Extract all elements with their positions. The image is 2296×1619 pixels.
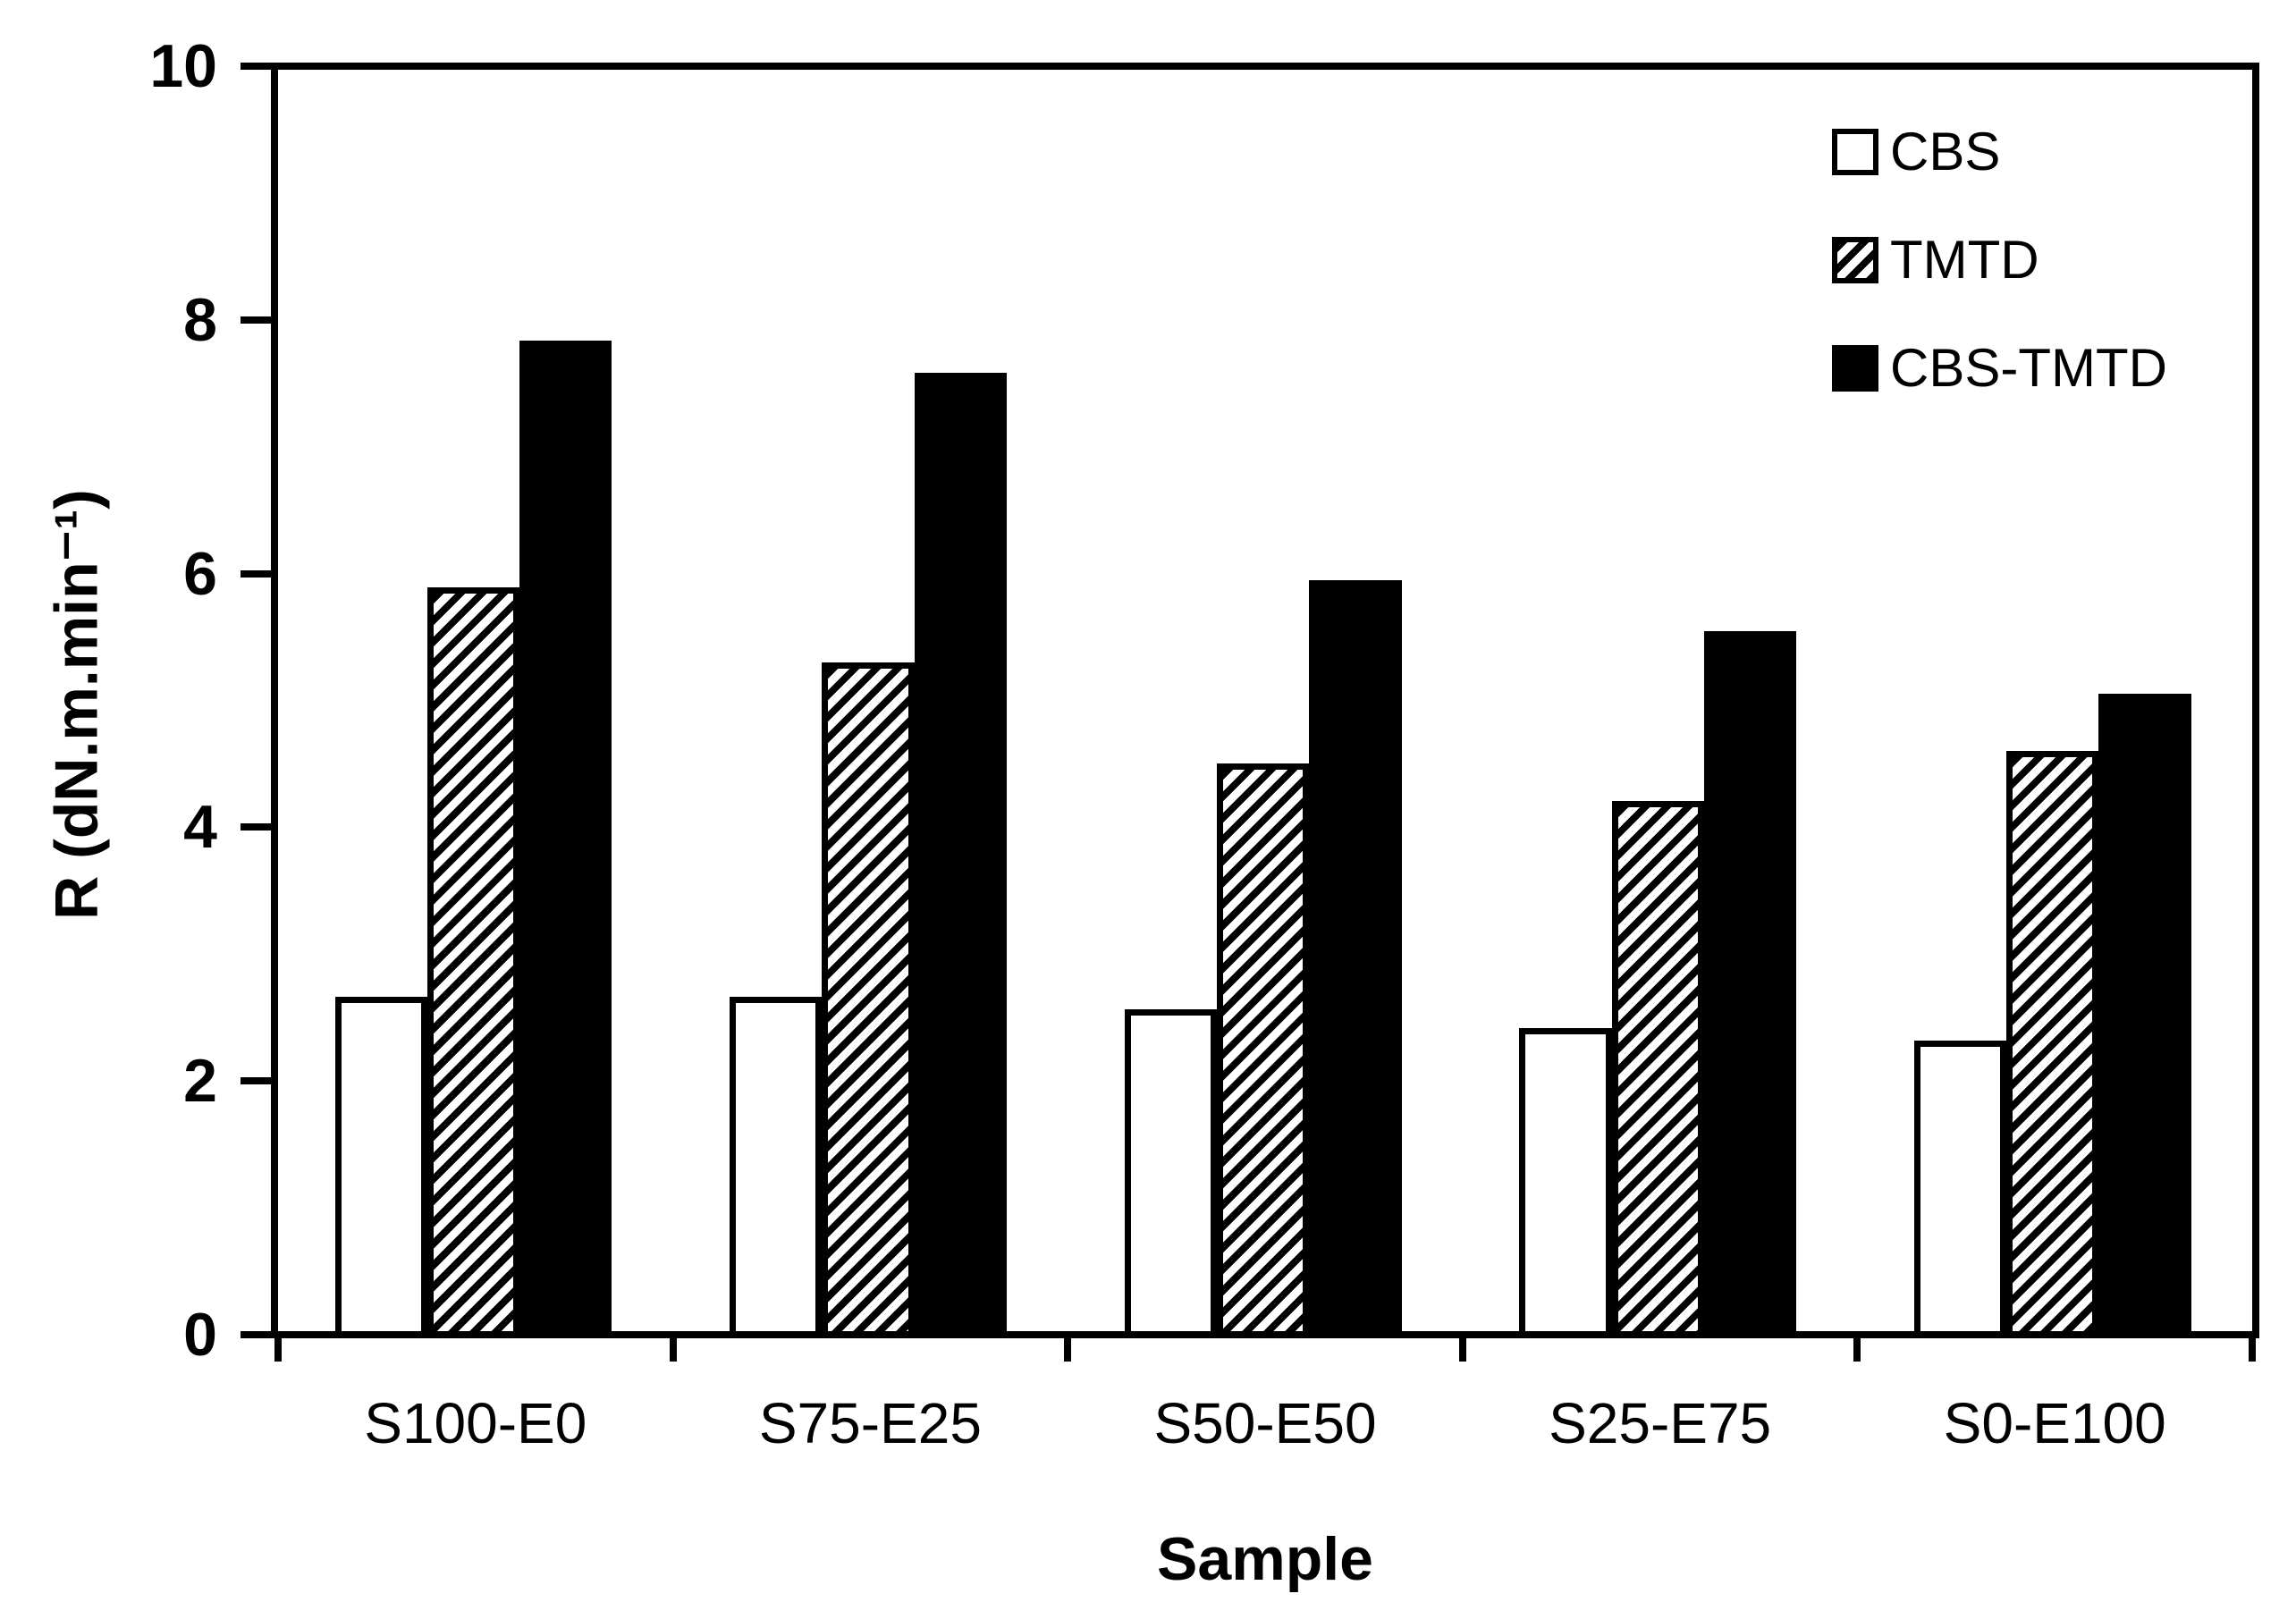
legend-swatch-black-icon bbox=[1832, 345, 1878, 392]
x-category-label-s100-e0: S100-E0 bbox=[364, 1391, 587, 1455]
bar-tmtd-s50-e50 bbox=[1217, 763, 1310, 1331]
bar-cbs-s0-e100 bbox=[1913, 1041, 2007, 1331]
plot-area bbox=[271, 63, 2259, 1338]
bar-tmtd-s100-e0 bbox=[426, 586, 520, 1331]
bar-cbs-tmtd-s0-e100 bbox=[2098, 694, 2191, 1331]
x-category-label-s50-e50: S50-E50 bbox=[1153, 1391, 1377, 1455]
x-axis-tick bbox=[274, 1335, 282, 1362]
bar-cbs-tmtd-s50-e50 bbox=[1309, 580, 1402, 1331]
y-axis-tick bbox=[241, 569, 271, 578]
x-category-label-s75-e25: S75-E25 bbox=[758, 1391, 982, 1455]
y-axis-tick bbox=[241, 823, 271, 831]
x-category-label-s0-e100: S0-E100 bbox=[1943, 1391, 2166, 1455]
legend-label-cbs: CBS bbox=[1890, 122, 2001, 181]
y-axis-tick-label: 0 bbox=[183, 1301, 217, 1369]
y-axis-tick-label: 4 bbox=[183, 793, 217, 862]
y-axis-tick bbox=[241, 1077, 271, 1085]
bar-cbs-s75-e25 bbox=[730, 997, 823, 1331]
bar-cbs-s25-e75 bbox=[1519, 1028, 1612, 1331]
bar-cbs-tmtd-s100-e0 bbox=[519, 341, 612, 1331]
legend-item-cbs-tmtd: CBS-TMTD bbox=[1832, 338, 2167, 398]
y-axis-tick-label: 8 bbox=[183, 285, 217, 354]
y-axis-tick-label: 10 bbox=[149, 32, 217, 100]
y-axis-tick bbox=[241, 316, 271, 324]
y-axis-tick bbox=[241, 63, 271, 70]
x-axis-title: Sample bbox=[1157, 1525, 1373, 1593]
legend-item-cbs: CBS bbox=[1832, 122, 2167, 181]
legend-swatch-white-icon bbox=[1832, 129, 1878, 175]
legend-item-tmtd: TMTD bbox=[1832, 230, 2167, 290]
legend-swatch-hatch-icon bbox=[1832, 237, 1878, 283]
bar-tmtd-s0-e100 bbox=[2006, 750, 2099, 1331]
x-axis-tick bbox=[2249, 1335, 2256, 1362]
x-axis-tick bbox=[1853, 1335, 1861, 1362]
x-category-label-s25-e75: S25-E75 bbox=[1549, 1391, 1772, 1455]
legend-label-cbs-tmtd: CBS-TMTD bbox=[1890, 338, 2167, 398]
bar-cbs-tmtd-s25-e75 bbox=[1703, 630, 1797, 1331]
y-axis-tick-label: 2 bbox=[183, 1047, 217, 1116]
legend-label-tmtd: TMTD bbox=[1890, 230, 2039, 290]
x-axis-tick bbox=[669, 1335, 677, 1362]
bar-tmtd-s25-e75 bbox=[1611, 801, 1704, 1331]
x-axis-tick bbox=[1458, 1335, 1466, 1362]
bar-cbs-tmtd-s75-e25 bbox=[914, 372, 1007, 1331]
legend: CBS TMTD CBS-TMTD bbox=[1832, 122, 2167, 398]
y-axis-tick-label: 6 bbox=[183, 539, 217, 608]
bar-cbs-s50-e50 bbox=[1124, 1009, 1218, 1331]
bar-tmtd-s75-e25 bbox=[822, 662, 915, 1331]
x-axis-tick bbox=[1064, 1335, 1072, 1362]
bar-cbs-s100-e0 bbox=[334, 997, 427, 1331]
y-axis-tick bbox=[241, 1331, 271, 1338]
